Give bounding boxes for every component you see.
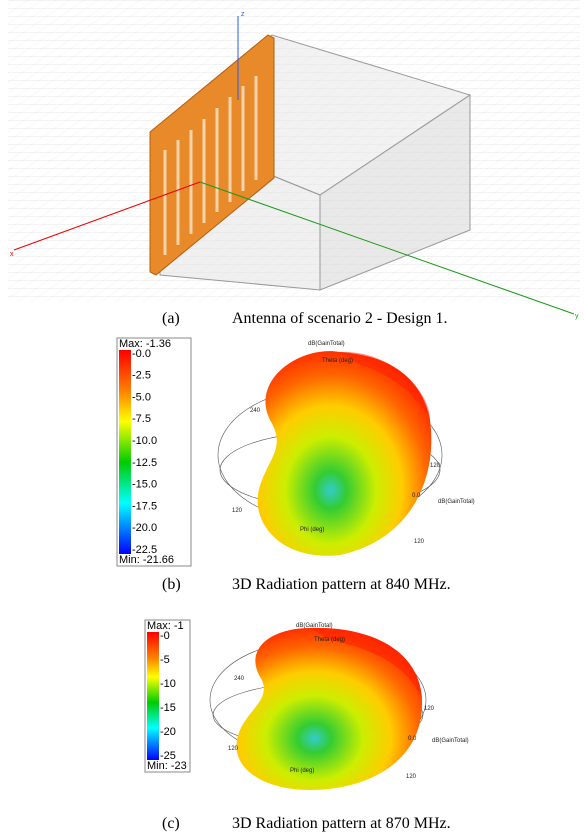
legend-level: -22.5: [132, 544, 157, 556]
legend-level: -5.0: [132, 391, 151, 403]
caption-label: (a): [162, 310, 180, 327]
legend-level: -20: [160, 726, 176, 738]
plot-label: 0.0: [408, 736, 417, 742]
plot-label: Phi (deg): [300, 527, 324, 533]
z-label: z: [241, 11, 245, 18]
legend-level: -15: [160, 702, 176, 714]
plot-label: 120: [228, 746, 239, 752]
legend-level: -20.0: [132, 522, 157, 534]
legend-level: -15.0: [132, 479, 157, 491]
legend-level: -17.5: [132, 500, 157, 512]
legend-level: -0: [160, 630, 170, 642]
plot-label: dB(GainTotal): [438, 499, 475, 505]
legend-level: -10: [160, 678, 176, 690]
plot-label: 240: [234, 676, 245, 682]
color-bar: [119, 350, 131, 554]
x-label: x: [10, 251, 14, 258]
caption: Antenna of scenario 2 - Design 1.: [232, 310, 448, 327]
plot-label: 120: [406, 774, 417, 780]
plot-label: dB(GainTotal): [296, 623, 333, 629]
plot-label: 120: [232, 508, 243, 514]
radiation-pattern: dB(GainTotal) Theta (deg) 240 120 0.0 dB…: [218, 341, 475, 556]
radiation-pattern: dB(GainTotal) Theta (deg) 240 120 0.0 dB…: [210, 623, 469, 790]
plot-label: 120: [414, 539, 425, 545]
legend-level: -7.5: [132, 413, 151, 425]
caption: 3D Radiation pattern at 870 MHz.: [232, 815, 451, 832]
plot-label: 120: [430, 463, 441, 469]
plot-label: Phi (deg): [290, 768, 314, 774]
legend-level: -12.5: [132, 457, 157, 469]
legend-level: -10.0: [132, 435, 157, 447]
color-bar: [147, 632, 159, 760]
legend-level: -2.5: [132, 370, 151, 382]
y-label: y: [575, 313, 579, 320]
plot-label: dB(GainTotal): [432, 738, 469, 744]
plot-label: dB(GainTotal): [308, 341, 345, 347]
plot-label: 0.0: [412, 493, 421, 499]
plot-label: Theta (deg): [322, 358, 353, 364]
caption: 3D Radiation pattern at 840 MHz.: [232, 576, 451, 593]
legend-level: -25: [160, 750, 176, 762]
plot-label: Theta (deg): [314, 637, 345, 643]
caption-label: (b): [162, 576, 181, 593]
legend-level: -0.0: [132, 348, 151, 360]
figure: x y z (a) Antenna of scenario 2 - Design…: [0, 0, 584, 836]
plot-label: 240: [250, 408, 261, 414]
plot-label: 120: [424, 706, 435, 712]
legend-level: -5: [160, 654, 170, 666]
antenna-view: x y z: [8, 0, 580, 320]
caption-label: (c): [162, 815, 180, 832]
